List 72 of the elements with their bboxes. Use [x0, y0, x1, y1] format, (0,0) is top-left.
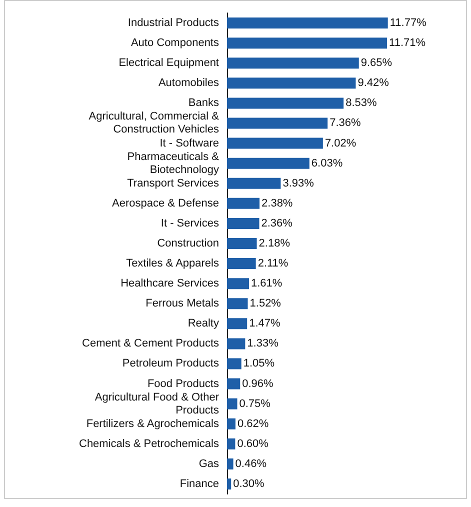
bar: [227, 318, 248, 330]
bar: [227, 178, 281, 189]
data-label: 1.61%: [251, 278, 282, 290]
bar: [227, 158, 310, 169]
y-tick-label: Electrical Equipment: [118, 57, 219, 70]
bar: [227, 438, 236, 450]
bar: [227, 358, 242, 370]
bar: [227, 118, 328, 129]
bar: [227, 458, 234, 470]
y-tick-label: Cement & Cement Products: [82, 338, 220, 350]
bar: [227, 298, 248, 310]
data-label: 7.02%: [324, 137, 356, 150]
bar: [227, 258, 256, 270]
data-label: 7.36%: [330, 117, 361, 130]
data-label: 0.62%: [237, 418, 269, 430]
y-tick-label: Gas: [198, 458, 220, 470]
y-tick-label: Textiles & Apparels: [126, 258, 220, 270]
data-label: 3.93%: [282, 177, 314, 190]
data-label: 1.33%: [247, 338, 279, 350]
bar: [227, 98, 344, 109]
y-tick-label: Petroleum Products: [122, 358, 220, 370]
data-label: 9.65%: [360, 57, 392, 70]
y-tick-label: Banks: [188, 97, 220, 110]
y-tick-label: Food Products: [147, 378, 220, 390]
data-label: 0.46%: [235, 458, 267, 470]
data-label: 11.71%: [389, 37, 426, 50]
y-tick-label: Transport Services: [127, 177, 220, 190]
data-label: 0.30%: [233, 478, 265, 490]
y-tick-label: Pharmaceuticals & Biotechnology: [127, 150, 220, 176]
bar: [227, 218, 260, 229]
y-tick-label: Ferrous Metals: [146, 298, 220, 310]
data-label: 11.77%: [390, 17, 427, 30]
y-tick-label: Auto Components: [130, 37, 220, 50]
data-label: 2.36%: [261, 217, 293, 230]
data-label: 6.03%: [311, 157, 343, 170]
bar: [227, 198, 260, 209]
y-tick-label: Aerospace & Defense: [112, 197, 219, 210]
data-label: 9.42%: [358, 77, 390, 90]
y-tick-label: Automobiles: [158, 77, 220, 90]
y-tick-label: Healthcare Services: [120, 278, 220, 290]
y-tick-label: Fertilizers & Agrochemicals: [86, 418, 220, 430]
data-label: 1.47%: [249, 318, 280, 330]
bar: [227, 418, 236, 430]
y-tick-label: Finance: [180, 478, 219, 490]
y-tick-label: It - Services: [160, 217, 220, 230]
bar: [227, 18, 388, 29]
data-label: 2.38%: [262, 197, 293, 210]
bar: [227, 38, 388, 49]
y-tick-label: Industrial Products: [128, 17, 220, 30]
bar: [227, 398, 238, 410]
data-label: 8.53%: [346, 97, 377, 110]
data-label: 2.18%: [258, 237, 290, 250]
y-tick-label: Realty: [188, 318, 220, 330]
data-label: 1.52%: [250, 298, 282, 310]
bar: [227, 378, 240, 390]
bar: [227, 238, 257, 249]
data-label: 2.11%: [258, 258, 288, 270]
bar: [227, 58, 359, 69]
y-tick-label: Chemicals & Petrochemicals: [79, 438, 220, 450]
bar: [227, 478, 232, 490]
data-label: 1.05%: [243, 358, 275, 370]
y-tick-label: It - Software: [160, 137, 219, 150]
y-tick-label: Agricultural Food & Other Products: [94, 391, 220, 416]
y-tick-label: Construction: [157, 237, 219, 250]
data-label: 0.60%: [237, 438, 269, 450]
y-tick-label: Agricultural, Commercial & Construction Vehicles: [88, 110, 220, 136]
bar: [227, 338, 246, 350]
bar: [227, 278, 250, 290]
data-label: 0.75%: [239, 398, 271, 410]
bar: [227, 138, 323, 149]
bar: [227, 78, 356, 89]
data-label: 0.96%: [242, 378, 274, 390]
